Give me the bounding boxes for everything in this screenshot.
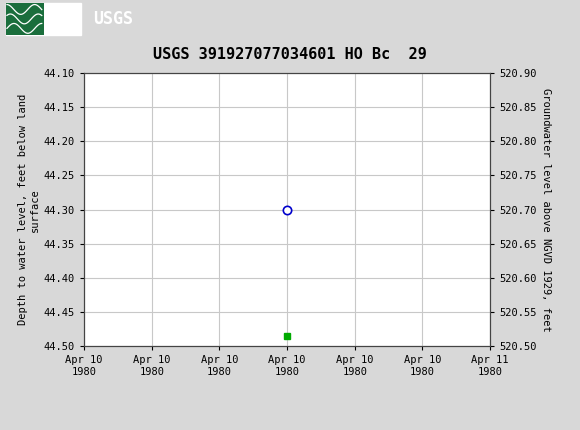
FancyBboxPatch shape	[6, 3, 81, 35]
Y-axis label: Groundwater level above NGVD 1929, feet: Groundwater level above NGVD 1929, feet	[541, 88, 551, 332]
Y-axis label: Depth to water level, feet below land
surface: Depth to water level, feet below land su…	[18, 94, 39, 325]
Legend: Period of approved data: Period of approved data	[197, 427, 378, 430]
FancyBboxPatch shape	[6, 3, 44, 35]
Text: USGS 391927077034601 HO Bc  29: USGS 391927077034601 HO Bc 29	[153, 47, 427, 62]
Text: USGS: USGS	[93, 10, 133, 28]
